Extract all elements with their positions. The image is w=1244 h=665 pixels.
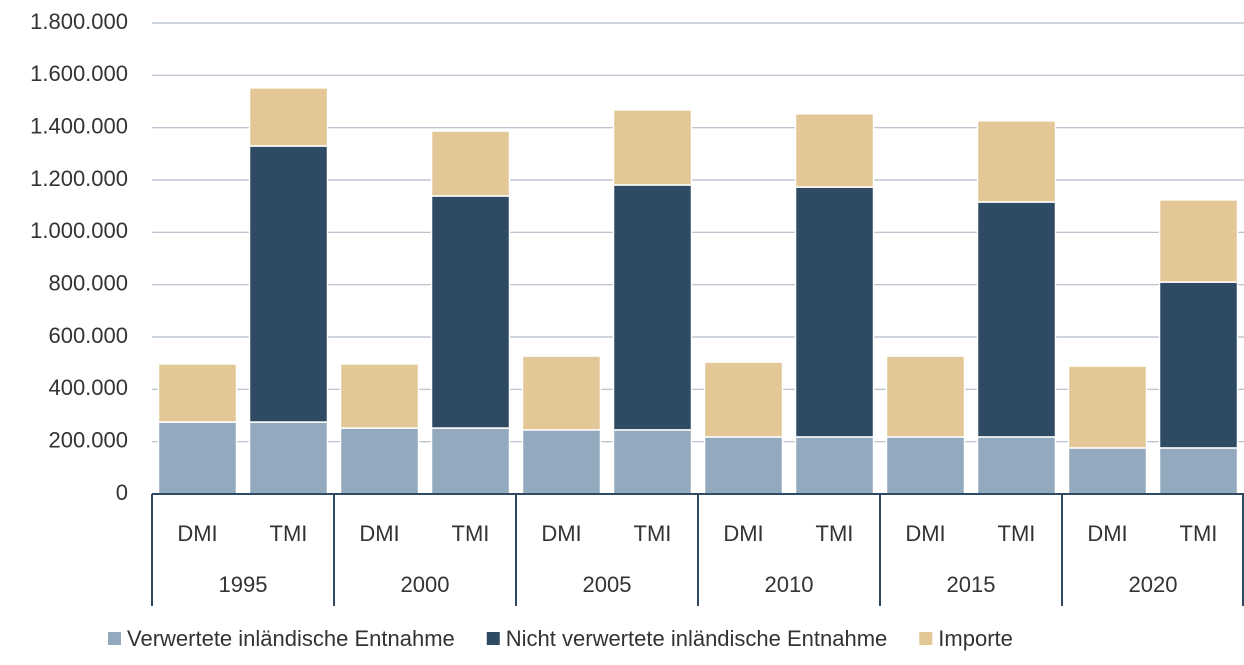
group-label: 2010 [765,572,814,597]
x-tick-label: DMI [723,521,763,546]
x-tick-label: TMI [816,521,854,546]
x-tick-label: DMI [541,521,581,546]
x-tick-label: TMI [1180,521,1218,546]
y-tick-label: 1.600.000 [30,61,128,86]
legend-swatch [486,632,500,645]
x-tick-label: DMI [359,521,399,546]
x-tick-label: DMI [905,521,945,546]
bar-segment [794,113,875,188]
group-label: 2020 [1129,572,1178,597]
y-tick-label: 400.000 [48,375,128,400]
legend-label: Verwertete inländische Entnahme [127,626,455,651]
legend-label: Importe [938,626,1013,651]
bar-segment [1158,281,1239,449]
bar-segment [976,201,1057,438]
x-tick-label: DMI [1087,521,1127,546]
x-tick-label: TMI [270,521,308,546]
y-tick-label: 1.000.000 [30,218,128,243]
y-tick-label: 800.000 [48,270,128,295]
legend-swatch [919,632,933,645]
bar-segment [521,429,602,495]
x-tick-label: TMI [452,521,490,546]
group-label: 1995 [219,572,268,597]
bar-segment [157,363,238,423]
bar-segment [1158,447,1239,495]
group-label: 2000 [401,572,450,597]
legend-label: Nicht verwertete inländische Entnahme [506,626,888,651]
bar-segment [703,436,784,495]
bar-segment [794,436,875,495]
bar-segment [248,87,329,147]
bar-segment [703,361,784,438]
bar-segment [430,427,511,495]
x-tick-label: DMI [177,521,217,546]
legend-swatch [108,632,121,645]
bar-segment [612,429,693,495]
bar-segment [521,355,602,431]
x-tick-label: TMI [634,521,672,546]
bar-segment [976,436,1057,495]
group-label: 2005 [583,572,632,597]
bar-segment [157,421,238,495]
bar-segment [612,184,693,431]
bar-segment [1067,365,1148,449]
x-tick-label: TMI [998,521,1036,546]
bar-segment [430,130,511,197]
bar-segment [794,186,875,438]
bar-segment [339,363,420,429]
bar-segment [430,195,511,429]
bar-segment [1158,199,1239,283]
bar-segment [339,427,420,495]
bar-segment [976,120,1057,203]
y-tick-label: 1.200.000 [30,166,128,191]
y-tick-label: 0 [116,480,128,505]
bar-segment [612,109,693,186]
y-tick-label: 1.400.000 [30,113,128,138]
bar-segment [885,355,966,438]
bar-segment [248,145,329,423]
bar-segment [1067,447,1148,495]
bar-segment [248,421,329,495]
group-label: 2015 [947,572,996,597]
y-tick-label: 600.000 [48,323,128,348]
y-tick-label: 200.000 [48,427,128,452]
bar-segment [885,436,966,495]
y-tick-label: 1.800.000 [30,9,128,34]
